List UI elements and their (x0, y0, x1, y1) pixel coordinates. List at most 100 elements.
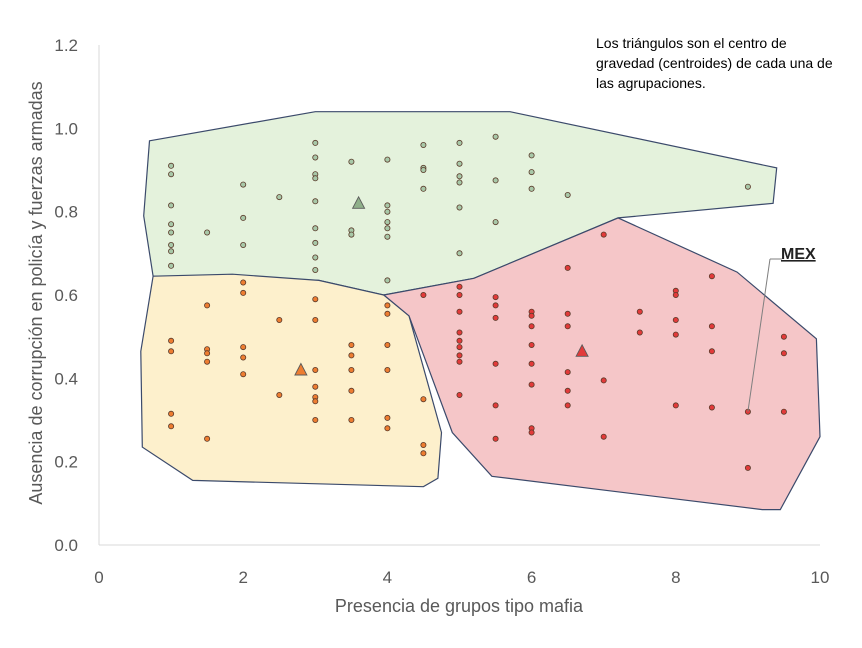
mex-leader-line (747, 258, 771, 412)
centroid-note: Los triángulos son el centro de gravedad… (596, 35, 833, 91)
cluster-3-point (780, 408, 787, 415)
cluster-1-point (384, 208, 391, 215)
cluster-1-point (240, 214, 247, 221)
x-tick-label: 10 (811, 568, 830, 587)
cluster-1-point (456, 173, 463, 180)
cluster-2-point (240, 344, 247, 351)
cluster-2-point (168, 410, 175, 417)
cluster-3-point (528, 312, 535, 319)
cluster-1-point (168, 221, 175, 228)
cluster-1-point (312, 198, 319, 205)
cluster-1-point (204, 229, 211, 236)
y-tick-label: 0.0 (54, 536, 78, 555)
cluster-3-point (456, 358, 463, 365)
cluster-3-point (708, 404, 715, 411)
cluster-1-point (492, 177, 499, 184)
cluster-2-point (384, 425, 391, 432)
x-tick-labels: 0 2 4 6 8 10 (94, 568, 829, 587)
cluster-2-point (276, 391, 283, 398)
cluster-3-point (456, 391, 463, 398)
cluster-3-point (456, 352, 463, 359)
cluster-2-point (240, 279, 247, 286)
cluster-2-point (204, 435, 211, 442)
cluster-hull-3 (382, 217, 821, 511)
y-tick-label: 0.4 (54, 369, 78, 388)
y-axis-title: Ausencia de corrupción en policía y fuer… (26, 81, 46, 504)
cluster-2-point (204, 358, 211, 365)
cluster-1-point (168, 171, 175, 178)
cluster-3-point (456, 337, 463, 344)
cluster-1-point (348, 231, 355, 238)
cluster-3-point (564, 323, 571, 330)
cluster-3-point (456, 329, 463, 336)
cluster-3-point (528, 360, 535, 367)
cluster-1-point (168, 202, 175, 209)
cluster-3-centroid (575, 343, 589, 357)
cluster-1-point (384, 156, 391, 163)
cluster-3-point (672, 402, 679, 409)
cluster-2-point (204, 350, 211, 357)
cluster-1-point (456, 179, 463, 186)
cluster-2-point (312, 398, 319, 405)
cluster-2-point (348, 352, 355, 359)
cluster-1-point (528, 152, 535, 159)
cluster-1-point (168, 229, 175, 236)
cluster-3-point (456, 344, 463, 351)
x-tick-label: 8 (671, 568, 680, 587)
cluster-2-point (312, 366, 319, 373)
cluster-1-point (492, 133, 499, 140)
cluster-2-point (276, 316, 283, 323)
cluster-2-point (348, 366, 355, 373)
cluster-3-point (600, 377, 607, 384)
cluster-2-point (312, 316, 319, 323)
cluster-3-point (780, 333, 787, 340)
cluster-3-point (780, 350, 787, 357)
cluster-2-point (420, 450, 427, 457)
cluster-2-point (384, 414, 391, 421)
y-tick-label: 0.2 (54, 453, 78, 472)
cluster-3-point (492, 314, 499, 321)
y-tick-label: 0.6 (54, 286, 78, 305)
cluster-3-point (564, 402, 571, 409)
cluster-hulls (140, 111, 821, 511)
cluster-1-point (456, 139, 463, 146)
cluster-3-point (636, 308, 643, 315)
cluster-1-point (240, 241, 247, 248)
cluster-hull-2 (140, 273, 443, 488)
cluster-1-point (168, 248, 175, 255)
axes (98, 45, 820, 546)
cluster-2-point (384, 310, 391, 317)
cluster-3-point (420, 291, 427, 298)
x-axis-title: Presencia de grupos tipo mafia (335, 596, 584, 616)
cluster-3-point (492, 302, 499, 309)
cluster-centroids (294, 195, 589, 376)
cluster-1-point (564, 191, 571, 198)
y-tick-label: 0.8 (54, 203, 78, 222)
cluster-1-point (312, 175, 319, 182)
cluster-1-point (384, 219, 391, 226)
data-points (168, 133, 787, 471)
cluster-3-point (456, 308, 463, 315)
cluster-3-point (492, 435, 499, 442)
cluster-3-point (600, 231, 607, 238)
cluster-1-point (420, 185, 427, 192)
cluster-2-point (348, 387, 355, 394)
cluster-3-point (456, 283, 463, 290)
cluster-2-point (384, 302, 391, 309)
cluster-1-point (240, 181, 247, 188)
x-tick-label: 6 (527, 568, 536, 587)
cluster-1-point (312, 154, 319, 161)
cluster-2-point (384, 366, 391, 373)
cluster-1-point (492, 219, 499, 226)
cluster-2-point (312, 296, 319, 303)
cluster-3-point (708, 348, 715, 355)
cluster-1-point (456, 250, 463, 257)
cluster-1-point (168, 162, 175, 169)
cluster-2-point (312, 383, 319, 390)
cluster-2-point (348, 416, 355, 423)
x-tick-label: 0 (94, 568, 103, 587)
cluster-2-point (168, 337, 175, 344)
cluster-1-point (528, 169, 535, 176)
cluster-1-point (312, 254, 319, 261)
cluster-1-point (528, 185, 535, 192)
